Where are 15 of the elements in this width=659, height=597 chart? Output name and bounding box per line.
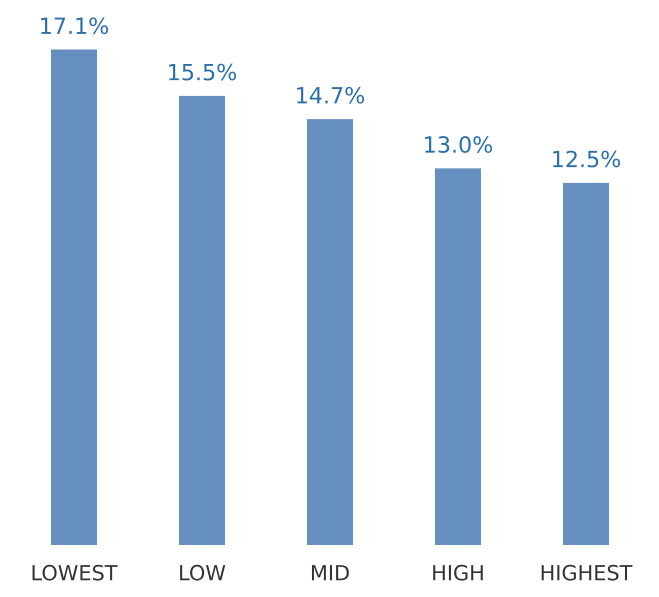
data-label: 14.7% [297,86,364,104]
bar [562,182,610,545]
bar [306,119,354,545]
data-label: 12.5% [553,150,620,168]
data-label: 13.0% [425,136,492,153]
x-tick-label: MID [312,565,349,580]
data-label: 17.1% [41,17,108,34]
data-label: 15.5% [169,64,236,80]
x-tick-label: HIGHEST [542,564,632,581]
bar [50,50,98,545]
bar [434,168,482,545]
x-tick-label: LOW [180,564,226,581]
x-tick-label: HIGH [433,564,483,581]
x-tick-label: LOWEST [32,564,118,581]
bar [178,96,226,545]
